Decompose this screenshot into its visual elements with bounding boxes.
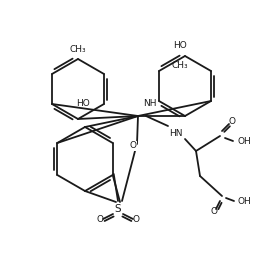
Text: CH₃: CH₃	[70, 44, 86, 54]
Text: O: O	[133, 214, 140, 224]
Text: S: S	[115, 204, 121, 214]
Text: O: O	[96, 214, 103, 224]
Text: NH: NH	[143, 100, 157, 108]
Text: OH: OH	[238, 197, 252, 205]
Text: O: O	[228, 118, 235, 126]
Text: HO: HO	[173, 41, 187, 51]
Text: OH: OH	[238, 136, 252, 146]
Text: CH₃: CH₃	[171, 61, 188, 71]
Text: HO: HO	[76, 100, 90, 108]
Text: O: O	[130, 141, 137, 151]
Text: HN: HN	[169, 130, 183, 138]
Text: O: O	[211, 208, 218, 216]
